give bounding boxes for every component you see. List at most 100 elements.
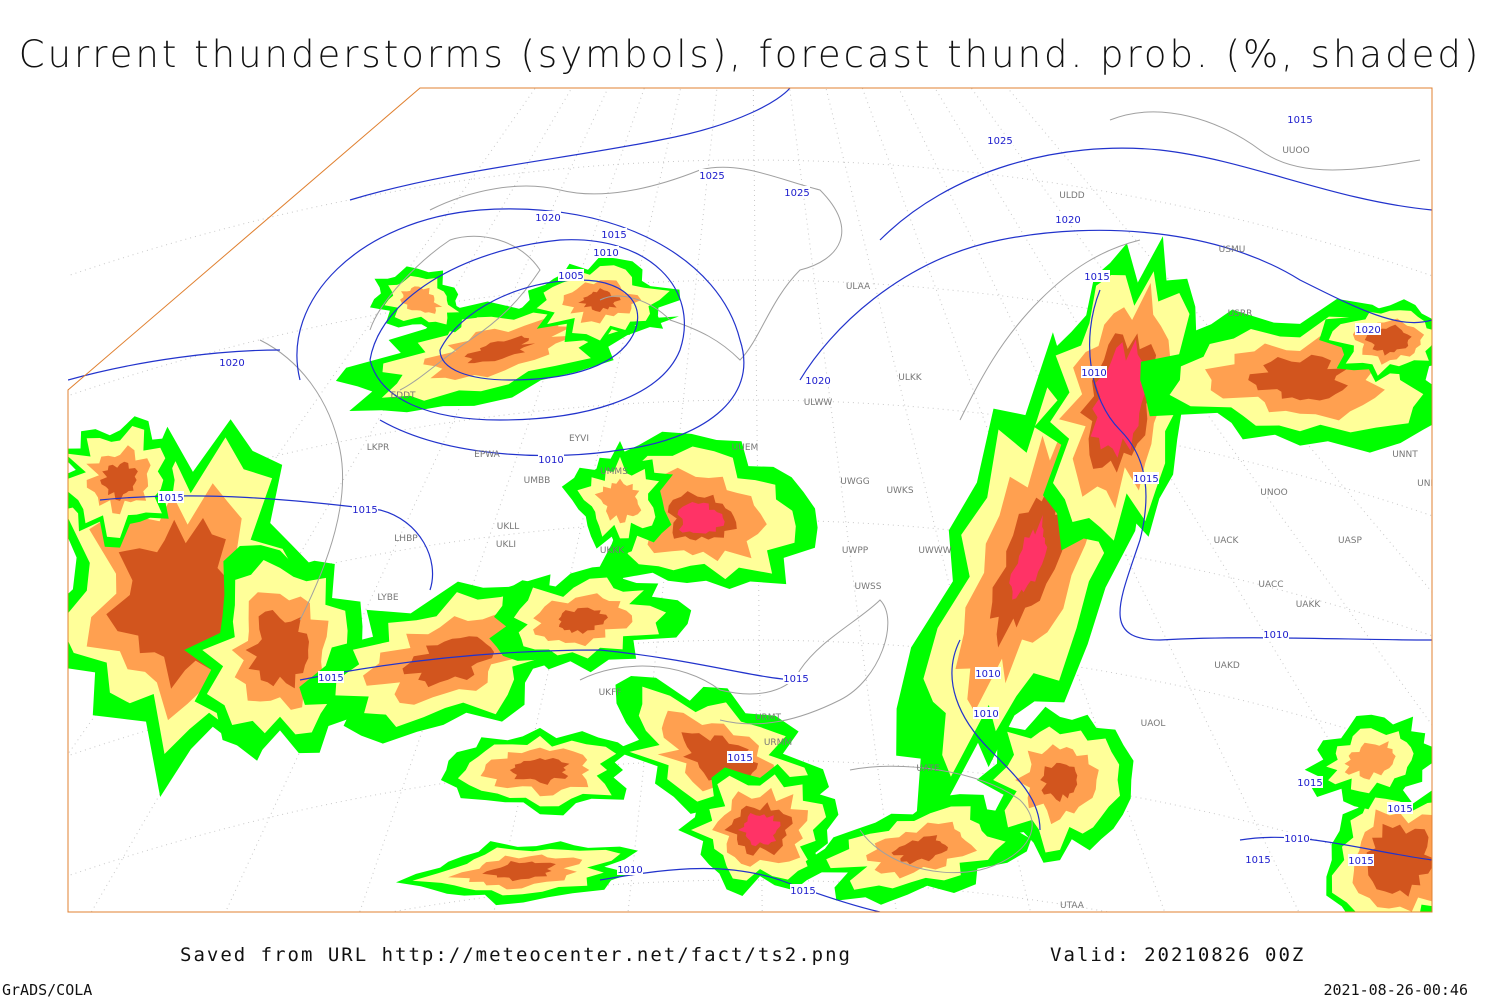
valid-time: Valid: 20210826 00Z — [1050, 944, 1305, 966]
isobar-label: 1025 — [784, 188, 809, 199]
isobar-label: 1015 — [1348, 856, 1373, 867]
coastline — [369, 235, 541, 391]
isobar-label-bg — [1084, 270, 1110, 282]
isobar-label-bg — [790, 884, 816, 896]
isobar-label-bg — [318, 671, 344, 683]
isobar-label: 1015 — [1133, 474, 1158, 485]
meridian — [825, 88, 1032, 912]
meridian — [1006, 88, 1432, 593]
isobar-label: 1025 — [987, 136, 1012, 147]
station-code: UUOO — [1282, 146, 1309, 156]
isobar-label-bg — [158, 491, 184, 503]
station-code: LKPR — [367, 443, 390, 453]
isobar-label-bg — [1284, 832, 1310, 844]
station-code: UNNT — [1392, 450, 1418, 460]
credit: GrADS/COLA — [2, 981, 92, 999]
isobar-label: 1020 — [1355, 325, 1380, 336]
station-code: UTAA — [1060, 901, 1085, 911]
isobar-label: 1010 — [973, 709, 998, 720]
isobar-label: 1015 — [1084, 272, 1109, 283]
probability-area — [245, 610, 309, 689]
isobar-label-bg — [1348, 854, 1374, 866]
station-code: UKLL — [497, 522, 520, 532]
probability-area — [891, 835, 948, 865]
station-code: EPWA — [474, 450, 501, 460]
isobar-label-bg — [987, 134, 1013, 146]
isobar-label-bg — [601, 228, 627, 240]
station-code: UMMS — [600, 467, 628, 477]
probability-area — [578, 288, 621, 312]
isobar-label: 1010 — [1263, 630, 1288, 641]
meridian — [493, 88, 682, 912]
isobar-label-bg — [699, 169, 725, 181]
isobar-label: 1025 — [699, 171, 724, 182]
isobar — [439, 279, 639, 381]
coastline — [259, 339, 344, 621]
probability-area — [1248, 354, 1348, 401]
station-code: USRR — [1228, 309, 1253, 319]
isobar-label-bg — [783, 672, 809, 684]
isobar-label: 1015 — [158, 493, 183, 504]
isobar-label: 1020 — [535, 213, 560, 224]
meridian — [898, 88, 1300, 912]
isobar-label: 1020 — [1055, 215, 1080, 226]
probability-area — [594, 478, 642, 524]
title: Current thunderstorms (symbols), forecas… — [19, 33, 1482, 76]
probability-area — [1009, 515, 1048, 600]
probability-area — [738, 813, 781, 847]
meridian — [224, 88, 609, 912]
isobar-label: 1010 — [975, 669, 1000, 680]
station-code: EYVI — [569, 434, 589, 444]
probability-area — [509, 758, 570, 785]
map-area: 1015 1025 1025 1025 1020 1020 1015 1010 1005 1015… — [68, 88, 1443, 912]
probability-area — [402, 636, 495, 688]
isobar — [951, 639, 1041, 831]
isobar-label-bg — [975, 667, 1001, 679]
isobar-label-bg — [1387, 802, 1413, 814]
isobar-label-bg — [1355, 323, 1381, 335]
isobar-label: 1010 — [1081, 368, 1106, 379]
isobar-label-bg — [617, 863, 643, 875]
probability-area — [677, 502, 725, 534]
isobar-label: 1005 — [558, 271, 583, 282]
coastline — [849, 765, 1033, 874]
isobar-label-bg — [538, 453, 564, 465]
isobar-label-bg — [535, 211, 561, 223]
station-code: UAOL — [1141, 719, 1166, 729]
station-code: LYBE — [377, 593, 398, 603]
station-code: UNBB — [1417, 479, 1443, 489]
station-code: UKFF — [599, 688, 622, 698]
isobar-label: 1015 — [1297, 778, 1322, 789]
isobar — [369, 239, 685, 421]
isobar-label: 1010 — [617, 865, 642, 876]
station-code: ULWW — [804, 398, 833, 408]
isobar-label-bg — [1055, 213, 1081, 225]
isobar — [349, 88, 791, 201]
station-code: LHBP — [394, 534, 418, 544]
isobar-label: 1015 — [790, 886, 815, 897]
probability-area — [558, 607, 608, 634]
probability-area — [1344, 741, 1396, 780]
station-code: UACK — [1214, 536, 1240, 546]
coastlines — [259, 111, 1421, 874]
isobar-label-bg — [352, 503, 378, 515]
isobar-label-bg — [1297, 776, 1323, 788]
probability-area — [482, 861, 556, 882]
map-frame — [67, 87, 1433, 913]
isobar-label-bg — [593, 246, 619, 258]
station-code: UATE — [916, 764, 940, 774]
station-code: UUEM — [732, 443, 759, 453]
isobar-label: 1015 — [1245, 855, 1270, 866]
station-code: UWPP — [842, 546, 869, 556]
station-code: UASP — [1338, 536, 1362, 546]
station-code: ULKK — [898, 373, 923, 383]
station-code: UAKD — [1214, 661, 1240, 671]
isobar-label-bg — [1287, 113, 1313, 125]
isobar — [68, 349, 281, 381]
isobar-label-bg — [219, 356, 245, 368]
coastline — [1109, 111, 1421, 171]
probability-area — [1040, 762, 1078, 802]
isobar-label: 1010 — [538, 455, 563, 466]
isobar-label: 1015 — [601, 230, 626, 241]
